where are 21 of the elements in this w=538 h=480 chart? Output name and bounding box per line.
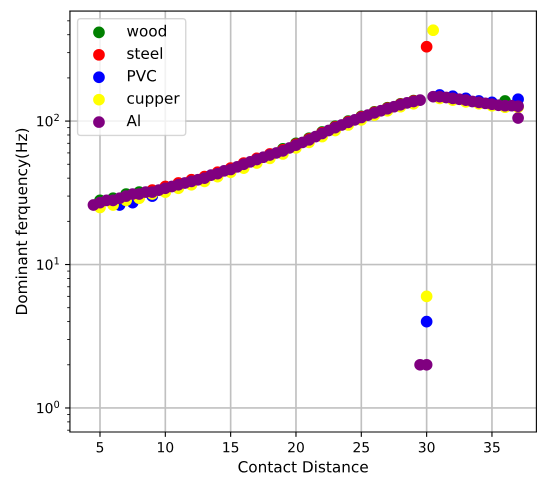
x-tick-label: 15 [223, 442, 238, 452]
y-axis-title: Dominant ferquency(Hz) [15, 128, 30, 314]
x-axis-title: Contact Distance [238, 460, 368, 473]
y-tick-label: 10$^{1}$ [37, 257, 59, 270]
legend-label: Al [126, 114, 140, 126]
x-tick-label: 10 [158, 442, 174, 452]
y-tick-label: 10$^{0}$ [37, 400, 60, 414]
x-tick-label: 20 [288, 442, 304, 452]
legend-label: cupper [127, 95, 180, 107]
point [427, 24, 440, 36]
point [420, 316, 432, 328]
legend-label: wood [127, 24, 166, 37]
y-tick-label: 10$^{2}$ [37, 114, 59, 126]
x-tick-label: 30 [418, 442, 435, 452]
point [420, 290, 432, 302]
x-tick-label: 25 [353, 442, 369, 452]
x-tick-label: 35 [484, 442, 500, 452]
legend-label: PVC [128, 70, 156, 82]
legend-label: steel [127, 47, 162, 60]
point [420, 40, 432, 53]
x-tick-label: 5 [96, 442, 104, 452]
